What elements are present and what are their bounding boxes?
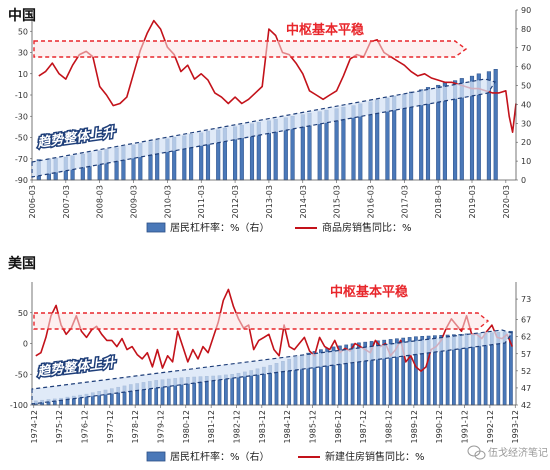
right-y-tick-label: 42: [521, 401, 531, 410]
right-y-tick-label: 62: [521, 333, 531, 342]
china-legend: 居民杠杆率：%（右） 商品房销售同比：%: [146, 221, 412, 234]
china-blue-arrow-annotation: 趋势整体上升: [31, 78, 496, 178]
left-y-tick-label: -70: [15, 155, 28, 164]
usa-chart-panel: 50 0 -50 -100 73 67 62 57 52 47 42 1974-12 1975-12 19…: [8, 255, 531, 463]
left-y-tick-label: 50: [18, 27, 28, 36]
left-y-tick-label: 50: [18, 309, 28, 318]
left-y-tick-label: -50: [15, 134, 28, 143]
left-y-tick-label: 30: [18, 49, 28, 58]
right-y-tick-label: 30: [521, 119, 531, 128]
x-tick-label: 2017-03: [400, 185, 409, 218]
x-tick-label: 1975-12: [55, 410, 64, 443]
right-y-tick-label: 0: [521, 176, 526, 185]
x-tick-label: 1988-12: [385, 410, 394, 443]
x-tick-label: 2006-03: [28, 185, 37, 218]
china-flat-annotation: 中枢基本平稳: [286, 22, 364, 38]
x-tick-label: 1989-12: [410, 410, 419, 443]
x-tick-label: 1985-12: [309, 410, 318, 443]
x-tick-label: 2019-03: [468, 185, 477, 218]
x-tick-label: 1974-12: [30, 410, 39, 443]
x-tick-label: 2007-03: [62, 185, 71, 218]
china-red-arrow-annotation: 中枢基本平稳: [33, 22, 468, 58]
left-y-tick-label: 10: [18, 70, 28, 79]
watermark: 伍戈经济笔记: [467, 445, 548, 460]
x-tick-label: 1976-12: [81, 410, 90, 443]
leverage-bar: [243, 371, 247, 406]
china-legend-bar-swatch: [146, 222, 166, 233]
x-tick-label: 1977-12: [106, 410, 115, 443]
x-tick-label: 1983-12: [258, 410, 267, 443]
x-tick-label: 1986-12: [334, 410, 343, 443]
x-tick-label: 2015-03: [333, 185, 342, 218]
right-y-tick-label: 52: [521, 367, 531, 376]
left-y-tick-label: -100: [10, 401, 28, 410]
leverage-bar: [493, 69, 498, 181]
usa-leverage-bars: [33, 330, 513, 406]
right-y-tick-label: 60: [521, 63, 531, 72]
x-tick-label: 1992-12: [486, 410, 495, 443]
x-tick-label: 2014-03: [299, 185, 308, 218]
x-tick-label: 2008-03: [96, 185, 105, 218]
x-tick-label: 1982-12: [233, 410, 242, 443]
china-chart-panel: 50 30 10 -10 -30 -50 -70 -90 90 80 70 60 50 40 30 20 10 0…: [8, 6, 531, 234]
left-y-tick-label: -30: [15, 112, 28, 121]
usa-flat-annotation: 中枢基本平稳: [330, 284, 408, 300]
right-y-tick-label: 90: [521, 6, 531, 15]
x-tick-label: 1987-12: [359, 410, 368, 443]
right-y-tick-label: 20: [521, 138, 531, 147]
x-tick-label: 1981-12: [207, 410, 216, 443]
watermark-text: 伍戈经济笔记: [488, 446, 548, 459]
left-y-tick-label: -50: [15, 370, 28, 379]
left-y-tick-label: -10: [15, 91, 28, 100]
china-legend-line-label: 商品房销售同比：%: [322, 221, 412, 234]
usa-panel-title: 美国: [8, 255, 36, 272]
leverage-bar: [236, 372, 241, 406]
usa-legend: 居民杠杆率：%（右） 新建住房销售同比：%: [146, 450, 425, 463]
right-y-tick-label: 70: [521, 44, 531, 53]
x-tick-label: 2018-03: [434, 185, 443, 218]
right-y-tick-label: 47: [521, 384, 531, 393]
x-tick-label: 2013-03: [265, 185, 274, 218]
usa-legend-line-label: 新建住房销售同比：%: [325, 450, 425, 463]
right-y-tick-label: 57: [521, 350, 531, 359]
china-axes: 50 30 10 -10 -30 -50 -70 -90 90 80 70 60 50 40 30 20 10 0…: [15, 6, 531, 218]
x-tick-label: 2011-03: [197, 185, 206, 218]
china-flat-arrow-shape: [33, 40, 468, 58]
leverage-bar: [230, 374, 235, 406]
x-tick-label: 2016-03: [367, 185, 376, 218]
right-y-tick-label: 40: [521, 100, 531, 109]
left-y-tick-label: 0: [23, 340, 28, 349]
china-legend-bar-label: 居民杠杆率：%（右）: [170, 221, 270, 234]
right-y-tick-label: 50: [521, 82, 531, 91]
x-tick-label: 1984-12: [283, 410, 292, 443]
usa-red-arrow-annotation: 中枢基本平稳: [33, 284, 490, 330]
left-y-tick-label: -90: [15, 176, 28, 185]
x-tick-label: 2020-03: [502, 185, 511, 218]
right-y-tick-label: 10: [521, 157, 531, 166]
china-rising-arrow-shape: [31, 78, 496, 178]
x-tick-label: 2012-03: [231, 185, 240, 218]
x-tick-label: 1993-12: [511, 410, 520, 443]
right-y-tick-label: 80: [521, 25, 531, 34]
x-tick-label: 1990-12: [435, 410, 444, 443]
x-tick-label: 2010-03: [163, 185, 172, 218]
x-tick-label: 1991-12: [461, 410, 470, 443]
wechat-icon: [467, 445, 486, 460]
usa-rising-annotation: 趋势整体上升: [36, 354, 118, 380]
china-panel-title: 中国: [8, 7, 36, 24]
x-tick-label: 1978-12: [131, 410, 140, 443]
x-tick-label: 1979-12: [157, 410, 166, 443]
right-y-tick-label: 73: [521, 295, 531, 304]
right-y-tick-label: 67: [521, 316, 531, 325]
usa-flat-arrow-shape: [33, 312, 490, 330]
china-rising-annotation: 趋势整体上升: [35, 124, 117, 151]
usa-legend-bar-label: 居民杠杆率：%（右）: [170, 450, 270, 463]
usa-legend-bar-swatch: [146, 451, 166, 462]
x-tick-label: 1980-12: [182, 410, 191, 443]
x-tick-label: 2009-03: [130, 185, 139, 218]
usa-axes: 50 0 -50 -100 73 67 62 57 52 47 42 1974-12 1975-12 19…: [10, 282, 531, 443]
usa-rising-arrow-shape: [31, 329, 513, 405]
